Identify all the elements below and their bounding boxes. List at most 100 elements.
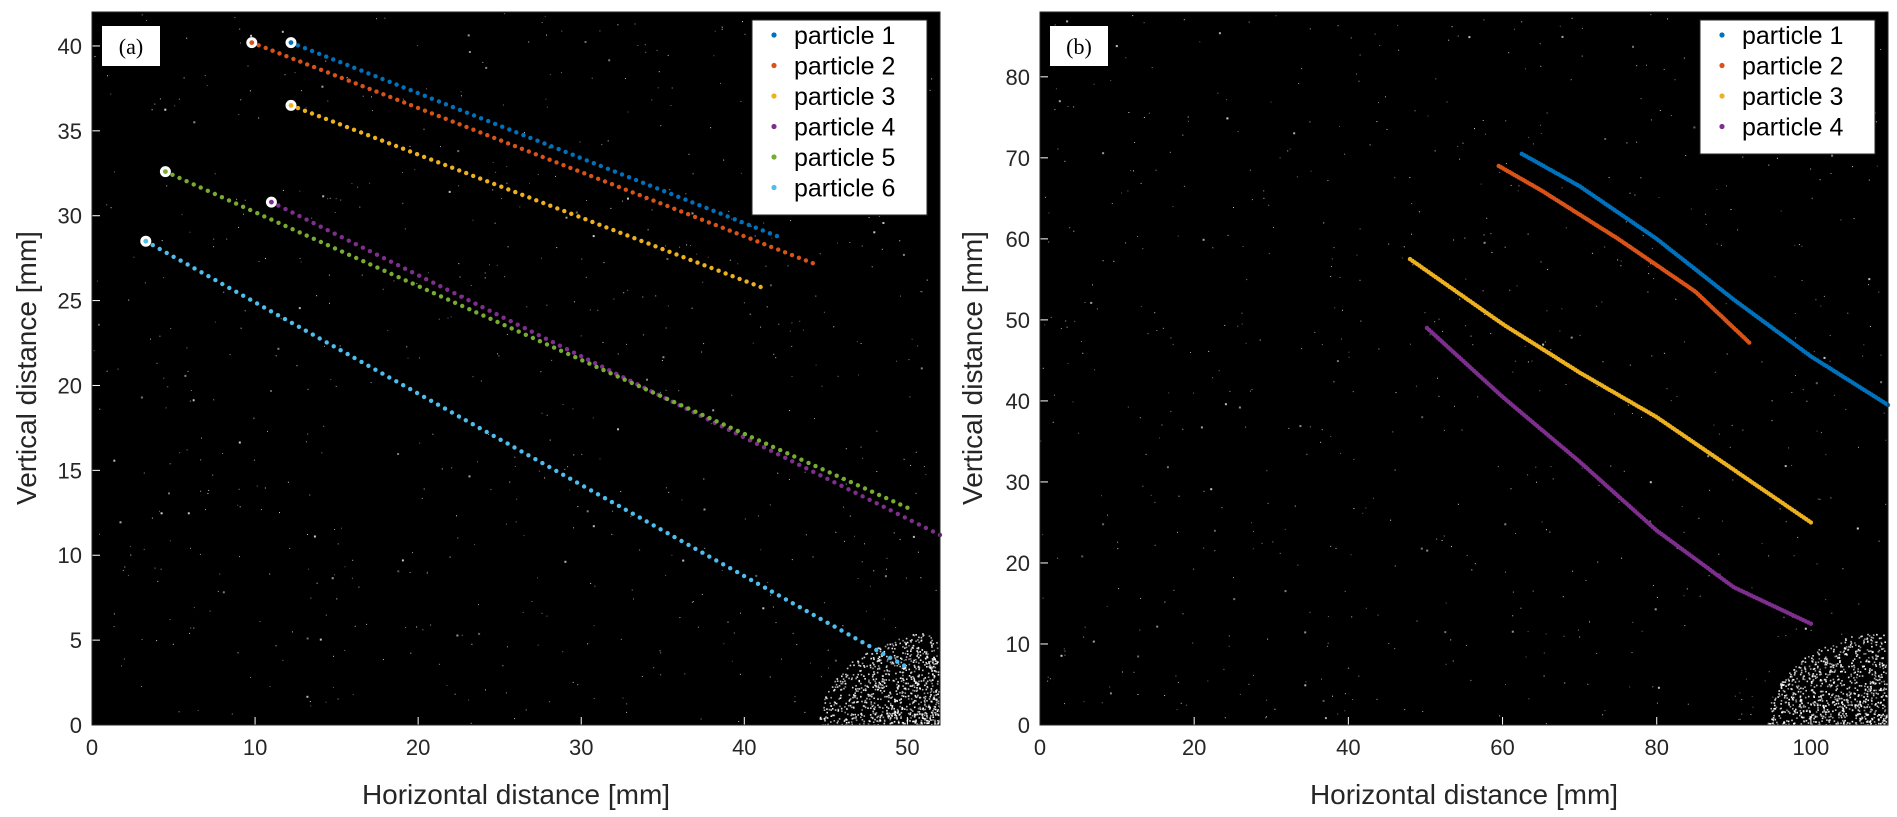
speckle-dot — [322, 195, 325, 198]
data-point — [839, 628, 844, 633]
data-point — [619, 172, 625, 177]
data-point — [324, 54, 329, 59]
speckle-dot — [1202, 238, 1205, 241]
speckle-dot — [1078, 432, 1080, 434]
speckle-dot — [601, 144, 603, 146]
speckle-dot — [1839, 682, 1842, 685]
speckle-dot — [337, 698, 339, 700]
speckle-dot — [909, 713, 911, 716]
x-tick-label: 0 — [86, 735, 98, 760]
speckle-dot — [902, 646, 904, 648]
speckle-dot — [1860, 705, 1863, 708]
speckle-dot — [282, 659, 284, 661]
speckle-dot — [1826, 660, 1829, 662]
speckle-dot — [1821, 698, 1823, 700]
speckle-dot — [906, 705, 908, 708]
y-tick-label: 20 — [58, 373, 82, 398]
speckle-dot — [146, 20, 147, 21]
speckle-dot — [299, 190, 301, 192]
speckle-dot — [99, 533, 100, 535]
speckle-dot — [928, 720, 930, 723]
data-point — [354, 255, 359, 261]
speckle-dot — [1829, 666, 1832, 668]
speckle-dot — [845, 483, 847, 485]
speckle-dot — [1164, 695, 1166, 696]
speckle-dot — [366, 623, 368, 625]
speckle-dot — [1819, 498, 1821, 500]
speckle-dot — [316, 582, 318, 584]
speckle-dot — [1815, 702, 1817, 704]
speckle-dot — [879, 706, 881, 709]
speckle-dot — [1208, 350, 1210, 352]
speckle-dot — [863, 705, 866, 708]
speckle-dot — [1875, 644, 1878, 646]
speckle-dot — [1210, 488, 1213, 491]
data-point — [923, 525, 929, 531]
speckle-dot — [933, 649, 935, 652]
speckle-dot — [1802, 710, 1805, 713]
speckle-dot — [329, 302, 330, 304]
data-point — [741, 233, 746, 239]
speckle-dot — [876, 430, 878, 432]
speckle-dot — [1143, 22, 1145, 24]
speckle-dot — [923, 692, 926, 695]
speckle-dot — [671, 554, 673, 556]
speckle-dot — [174, 105, 176, 107]
speckle-dot — [1796, 717, 1798, 719]
speckle-dot — [1539, 390, 1541, 392]
data-point — [609, 499, 615, 505]
speckle-dot — [912, 661, 915, 663]
speckle-dot — [200, 459, 202, 461]
speckle-dot — [309, 701, 311, 702]
speckle-dot — [886, 709, 888, 712]
speckle-dot — [1482, 290, 1484, 292]
speckle-dot — [739, 673, 741, 675]
speckle-dot — [712, 409, 715, 412]
data-point — [526, 453, 531, 458]
speckle-dot — [922, 661, 924, 663]
speckle-dot — [1793, 669, 1796, 671]
speckle-dot — [426, 572, 428, 574]
speckle-dot — [1824, 716, 1827, 719]
speckle-dot — [305, 441, 307, 443]
speckle-dot — [918, 683, 920, 686]
speckle-dot — [919, 696, 922, 699]
data-point — [450, 104, 456, 110]
speckle-dot — [833, 714, 835, 717]
speckle-dot — [1154, 312, 1156, 314]
speckle-dot — [925, 719, 928, 722]
speckle-dot — [1107, 514, 1108, 516]
speckle-dot — [932, 659, 934, 661]
speckle-dot — [934, 698, 936, 700]
speckle-dot — [926, 663, 928, 665]
speckle-dot — [1844, 671, 1847, 673]
speckle-dot — [1632, 621, 1634, 623]
data-point — [557, 343, 563, 348]
speckle-dot — [1828, 721, 1831, 723]
speckle-dot — [1667, 18, 1668, 20]
legend-label: particle 4 — [794, 114, 896, 142]
speckle-dot — [904, 722, 906, 725]
speckle-dot — [839, 697, 842, 699]
speckle-dot — [1166, 466, 1169, 469]
speckle-dot — [1806, 709, 1808, 712]
speckle-dot — [352, 694, 354, 695]
speckle-dot — [851, 677, 853, 679]
speckle-dot — [690, 245, 692, 246]
speckle-dot — [404, 228, 406, 230]
speckle-dot — [1685, 155, 1687, 156]
speckle-dot — [1875, 658, 1877, 660]
speckle-dot — [238, 488, 240, 490]
data-point — [464, 170, 469, 176]
speckle-dot — [602, 341, 604, 343]
speckle-dot — [833, 701, 836, 703]
speckle-dot — [836, 686, 839, 688]
speckle-dot — [1850, 642, 1853, 645]
speckle-dot — [1850, 640, 1852, 643]
speckle-dot — [1783, 711, 1785, 713]
speckle-dot — [564, 468, 566, 470]
speckle-dot — [1524, 68, 1526, 70]
speckle-dot — [1224, 324, 1226, 326]
data-point — [381, 92, 386, 97]
speckle-dot — [852, 713, 854, 716]
